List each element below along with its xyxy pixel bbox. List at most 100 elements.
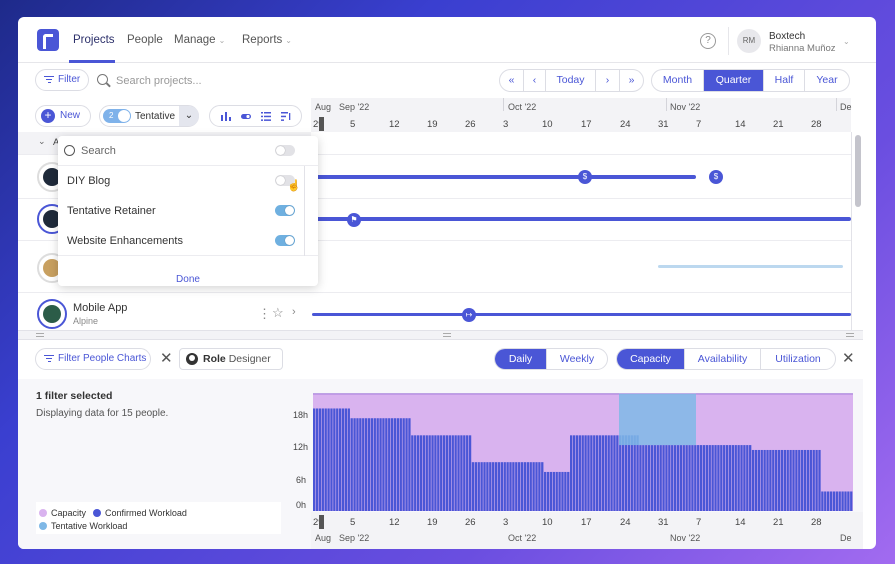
confirmed-bar[interactable]	[347, 408, 350, 511]
confirmed-bar[interactable]	[520, 462, 524, 511]
confirmed-bar[interactable]	[336, 408, 339, 511]
dropdown-item[interactable]: DIY Blog ☝	[58, 166, 318, 196]
confirmed-bar[interactable]	[344, 408, 348, 511]
confirmed-bar[interactable]	[656, 445, 659, 511]
confirmed-bar[interactable]	[621, 435, 625, 511]
confirmed-bar[interactable]	[604, 435, 607, 511]
confirmed-bar[interactable]	[382, 418, 385, 511]
confirmed-bar[interactable]	[746, 445, 749, 511]
confirmed-bar[interactable]	[518, 462, 521, 511]
confirmed-bar[interactable]	[824, 491, 827, 511]
confirmed-bar[interactable]	[850, 491, 853, 511]
confirmed-bar[interactable]	[529, 462, 532, 511]
confirmed-bar[interactable]	[442, 435, 446, 511]
chevron-right-icon[interactable]: ›	[292, 306, 296, 318]
confirmed-bar[interactable]	[399, 418, 402, 511]
tab-projects[interactable]: Projects	[73, 34, 115, 46]
confirmed-bar[interactable]	[601, 435, 605, 511]
confirmed-bar[interactable]	[731, 445, 735, 511]
confirmed-bar[interactable]	[699, 445, 703, 511]
confirmed-bar[interactable]	[728, 445, 732, 511]
confirmed-bar[interactable]	[665, 445, 668, 511]
confirmed-bar[interactable]	[341, 408, 345, 511]
confirmed-bar[interactable]	[740, 445, 743, 511]
item-toggle[interactable]	[275, 235, 295, 246]
confirmed-bar[interactable]	[593, 435, 596, 511]
collapse-chevron-icon[interactable]: ⌄	[38, 136, 46, 146]
confirmed-bar[interactable]	[682, 445, 685, 511]
confirmed-bar[interactable]	[708, 445, 711, 511]
confirmed-bar[interactable]	[535, 462, 538, 511]
confirmed-bar[interactable]	[313, 408, 316, 511]
tentative-toggle[interactable]: 2 Tentative ⌄	[99, 105, 199, 127]
prev-button[interactable]: ‹	[524, 70, 546, 91]
confirmed-bar[interactable]	[581, 435, 584, 511]
confirmed-bar[interactable]	[619, 435, 622, 511]
dollar-icon[interactable]: $	[578, 170, 592, 184]
confirmed-bar[interactable]	[754, 449, 758, 511]
confirmed-bar[interactable]	[717, 445, 720, 511]
filter-button[interactable]: Filter	[35, 69, 89, 91]
confirmed-bar[interactable]	[685, 445, 688, 511]
confirmed-bar[interactable]	[575, 435, 579, 511]
confirmed-bar[interactable]	[838, 491, 841, 511]
confirmed-bar[interactable]	[751, 449, 755, 511]
confirmed-bar[interactable]	[697, 445, 700, 511]
confirmed-bar[interactable]	[737, 445, 740, 511]
scale-quarter[interactable]: Quarter	[704, 70, 764, 91]
confirmed-bar[interactable]	[466, 435, 469, 511]
close-icon[interactable]: ✕	[842, 350, 855, 367]
confirmed-bar[interactable]	[659, 445, 662, 511]
confirmed-bar[interactable]	[552, 471, 555, 511]
sort-icon[interactable]	[281, 112, 291, 121]
confirmed-bar[interactable]	[584, 435, 587, 511]
item-toggle[interactable]	[275, 175, 295, 186]
tab-manage[interactable]: Manage ⌄	[174, 34, 225, 46]
confirmed-bar[interactable]	[691, 445, 694, 511]
confirmed-bar[interactable]	[318, 408, 322, 511]
confirmed-bar[interactable]	[362, 418, 365, 511]
confirmed-bar[interactable]	[590, 435, 593, 511]
confirmed-bar[interactable]	[515, 462, 518, 511]
confirmed-bar[interactable]	[431, 435, 434, 511]
confirmed-bar[interactable]	[497, 462, 501, 511]
bar-chart-icon[interactable]	[221, 112, 231, 121]
confirmed-bar[interactable]	[416, 435, 420, 511]
confirmed-bar[interactable]	[546, 471, 550, 511]
tab-people[interactable]: People	[127, 34, 163, 46]
confirmed-bar[interactable]	[809, 449, 812, 511]
period-daily[interactable]: Daily	[495, 349, 547, 369]
confirmed-bar[interactable]	[471, 462, 475, 511]
confirmed-bar[interactable]	[558, 471, 561, 511]
confirmed-bar[interactable]	[390, 418, 394, 511]
project-name[interactable]: Mobile App	[73, 302, 128, 314]
confirmed-bar[interactable]	[422, 435, 426, 511]
confirmed-bar[interactable]	[587, 435, 590, 511]
app-logo[interactable]	[37, 29, 59, 51]
confirmed-bar[interactable]	[526, 462, 529, 511]
confirmed-bar[interactable]	[827, 491, 830, 511]
confirmed-bar[interactable]	[610, 435, 613, 511]
confirmed-bar[interactable]	[512, 462, 515, 511]
confirmed-bar[interactable]	[806, 449, 810, 511]
confirmed-bar[interactable]	[847, 491, 850, 511]
confirmed-bar[interactable]	[676, 445, 680, 511]
confirmed-bar[interactable]	[437, 435, 440, 511]
confirmed-bar[interactable]	[544, 471, 547, 511]
done-button[interactable]: Done	[176, 274, 200, 285]
scale-month[interactable]: Month	[652, 70, 704, 91]
avatar[interactable]: RM	[737, 29, 761, 53]
search-input[interactable]	[116, 73, 316, 89]
confirmed-bar[interactable]	[607, 435, 610, 511]
confirmed-bar[interactable]	[385, 418, 388, 511]
dollar-icon[interactable]: $	[709, 170, 723, 184]
star-icon[interactable]: ☆	[272, 305, 284, 320]
confirmed-bar[interactable]	[815, 449, 818, 511]
confirmed-bar[interactable]	[783, 449, 786, 511]
confirmed-bar[interactable]	[789, 449, 792, 511]
confirmed-bar[interactable]	[463, 435, 466, 511]
confirmed-bar[interactable]	[613, 435, 616, 511]
confirmed-bar[interactable]	[627, 435, 631, 511]
confirmed-bar[interactable]	[370, 418, 374, 511]
confirmed-bar[interactable]	[786, 449, 789, 511]
